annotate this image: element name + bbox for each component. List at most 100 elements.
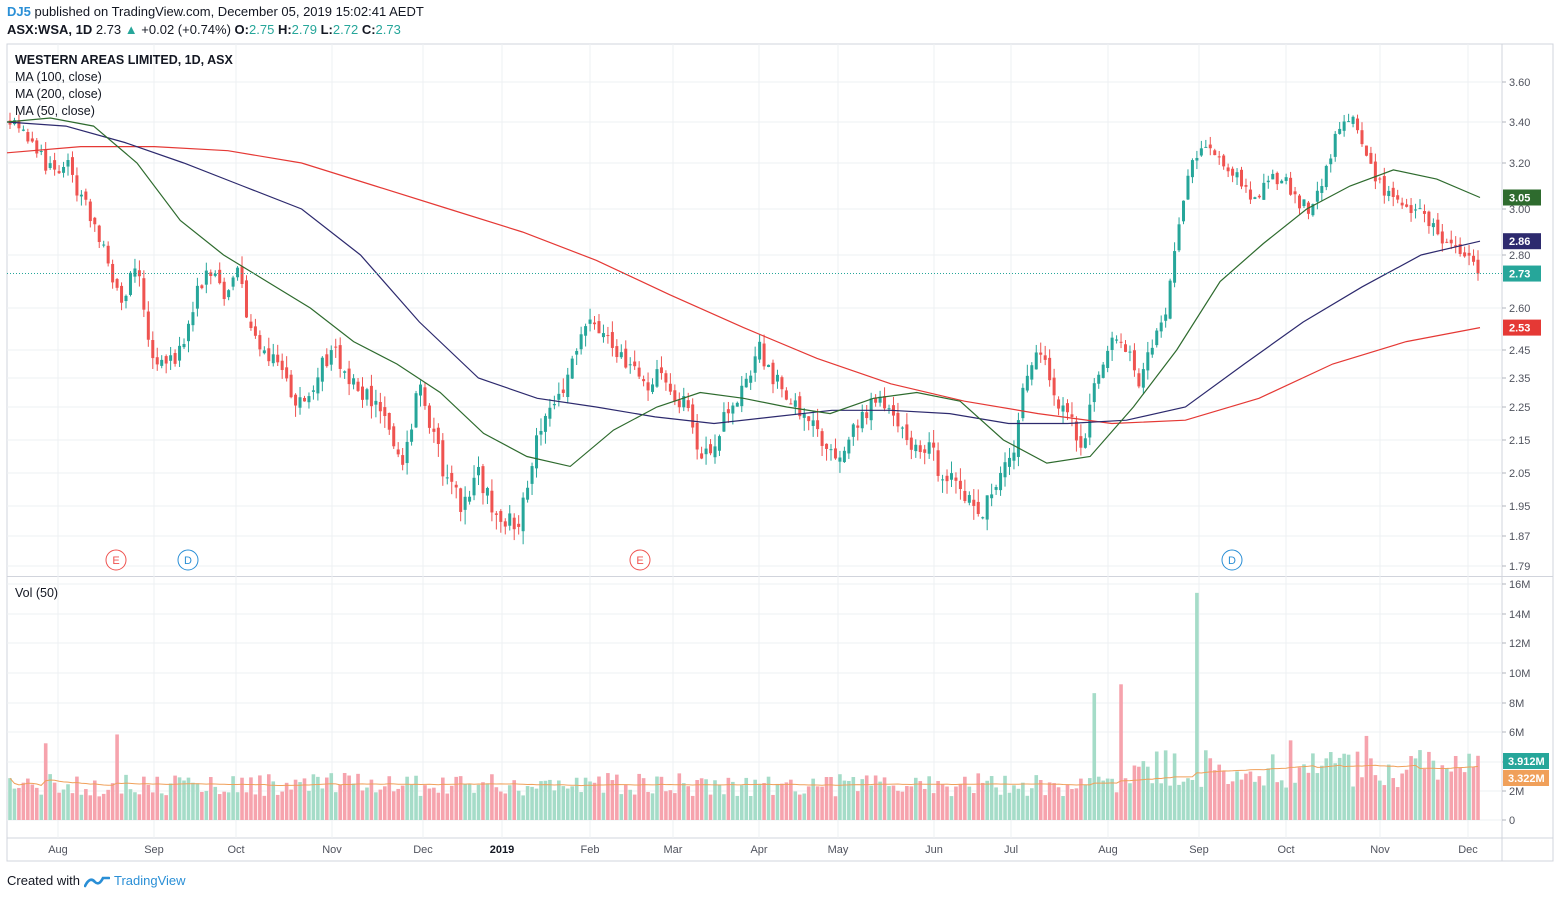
volume-bar xyxy=(708,794,713,820)
candle-body xyxy=(240,266,244,285)
candle-body xyxy=(709,444,713,454)
time-tick-label: Oct xyxy=(1277,844,1294,856)
volume-bar xyxy=(855,791,860,820)
volume-bar xyxy=(646,791,650,820)
volume-bar xyxy=(561,786,566,820)
candle-body xyxy=(1137,373,1141,387)
volume-bar xyxy=(954,786,958,820)
candle-body xyxy=(744,378,748,388)
volume-bar xyxy=(472,792,476,820)
volume-bar xyxy=(1029,788,1034,820)
candle-body xyxy=(1065,403,1069,413)
volume-bar xyxy=(48,774,52,820)
candle-body xyxy=(1119,341,1123,343)
volume-bar xyxy=(244,792,249,820)
candle-body xyxy=(691,404,695,428)
candle-body xyxy=(570,358,574,379)
volume-bar xyxy=(958,783,963,820)
publisher-username[interactable]: DJ5 xyxy=(7,4,31,19)
volume-bar xyxy=(1172,753,1177,820)
candle-body xyxy=(1311,204,1315,216)
price-tick-label: 2.15 xyxy=(1509,435,1530,447)
candle-body xyxy=(945,475,949,482)
vol-tick-label: 10M xyxy=(1509,668,1530,680)
volume-bar xyxy=(369,779,374,820)
volume-bar xyxy=(516,790,521,820)
price-label-text: 2.53 xyxy=(1509,323,1530,335)
candle-body xyxy=(1110,337,1114,350)
candle-body xyxy=(967,495,971,503)
close-label: C: xyxy=(361,22,376,37)
volume-bar xyxy=(441,777,445,820)
volume-bar xyxy=(490,774,494,820)
candle-body xyxy=(454,484,458,488)
candle-body xyxy=(1391,187,1395,197)
candle-body xyxy=(1431,223,1435,228)
volume-bar xyxy=(731,781,735,820)
volume-legend[interactable]: Vol (50) xyxy=(15,586,59,600)
ma200-legend[interactable]: MA (200, close) xyxy=(15,87,102,101)
candle-body xyxy=(204,270,208,285)
ma100-legend[interactable]: MA (100, close) xyxy=(15,70,102,84)
volume-bar xyxy=(717,784,722,820)
volume-bar xyxy=(918,781,923,820)
price-label-text: 3.05 xyxy=(1509,193,1530,205)
candle-body xyxy=(1463,252,1467,257)
candle-body xyxy=(633,361,637,367)
volume-bar xyxy=(365,787,369,820)
volume-bar xyxy=(338,784,342,820)
candle-body xyxy=(557,393,561,400)
price-tick-label: 2.25 xyxy=(1509,402,1530,414)
volume-bar xyxy=(21,782,26,820)
change-arrow-icon: ▲ xyxy=(124,22,138,37)
volume-bar xyxy=(641,778,646,820)
volume-bar xyxy=(989,776,994,820)
volume-bar xyxy=(507,785,512,820)
ma50-legend[interactable]: MA (50, close) xyxy=(15,104,95,118)
volume-bar xyxy=(124,774,128,820)
candle-body xyxy=(17,121,21,129)
candle-body xyxy=(575,351,579,355)
candle-body xyxy=(1351,116,1355,124)
volume-bar xyxy=(320,788,325,820)
volume-bar xyxy=(409,784,414,820)
candle-body xyxy=(838,457,842,462)
volume-bar xyxy=(1404,769,1409,820)
price-tick-label: 1.79 xyxy=(1509,561,1530,573)
tradingview-brand-link[interactable]: TradingView xyxy=(113,873,186,888)
volume-bar xyxy=(824,776,829,820)
candle-body xyxy=(1083,438,1087,448)
volume-bar xyxy=(226,792,231,820)
candle-body xyxy=(48,163,52,168)
change-value: +0.02 (+0.74%) xyxy=(141,22,231,37)
candle-body xyxy=(1445,241,1449,243)
volume-bar xyxy=(133,792,137,820)
volume-bar xyxy=(775,783,780,820)
candle-body xyxy=(1275,172,1279,185)
candle-body xyxy=(1043,355,1047,360)
candle-body xyxy=(1074,421,1078,441)
candle-body xyxy=(1405,204,1409,207)
candle-body xyxy=(869,398,873,421)
candle-body xyxy=(1132,350,1136,371)
candle-body xyxy=(954,477,958,481)
volume-bar xyxy=(1235,771,1239,820)
volume-bar xyxy=(1471,766,1476,820)
volume-bar xyxy=(1378,780,1382,820)
candle-body xyxy=(927,442,931,454)
event-marker-label: E xyxy=(636,555,643,567)
candle-body xyxy=(833,448,837,459)
volume-bar xyxy=(548,779,552,820)
volume-bar xyxy=(1146,766,1150,820)
candle-body xyxy=(499,511,503,522)
candle-body xyxy=(726,409,730,414)
volume-bar xyxy=(1311,753,1315,820)
time-tick-label: Dec xyxy=(413,844,433,856)
volume-bar xyxy=(271,781,276,820)
candle-body xyxy=(173,353,177,364)
candle-body xyxy=(588,319,592,324)
volume-bar xyxy=(432,787,436,820)
candle-body xyxy=(401,455,405,465)
candle-body xyxy=(249,321,253,329)
